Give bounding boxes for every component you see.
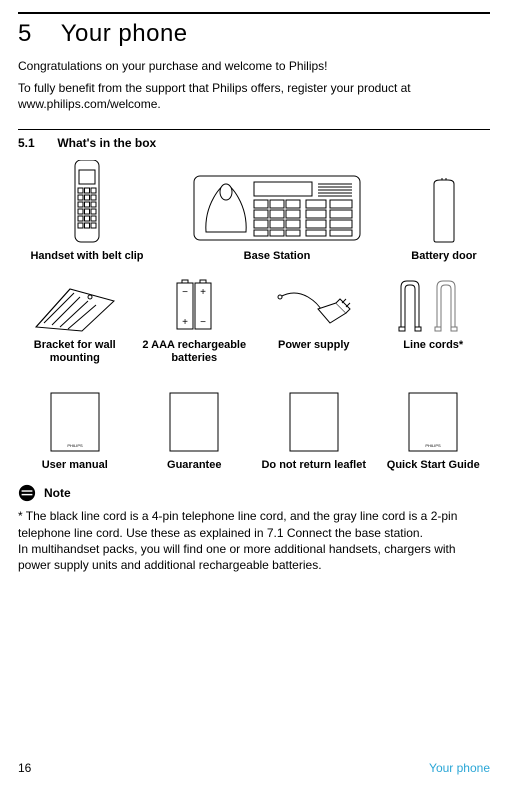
illus-leaflet [257,391,371,453]
illus-user-manual: PHILIPS [18,391,132,453]
chapter-heading: 5 Your phone [18,20,490,48]
illus-line-cords [377,277,491,333]
section-rule [18,129,490,130]
row-1-captions: Handset with belt clip Base Station Batt… [18,250,490,263]
svg-text:PHILIPS: PHILIPS [426,443,442,448]
note-icon [18,484,36,502]
row-2-illustrations: − + + − [18,277,490,333]
svg-text:+: + [182,317,188,328]
footer-label: Your phone [429,761,490,775]
illus-battery-door [398,178,490,244]
note-label: Note [44,486,71,500]
row-3-illustrations: PHILIPS PHILIPS [18,391,490,453]
illus-qsg: PHILIPS [377,391,491,453]
intro-line-1: Congratulations on your purchase and wel… [18,58,490,74]
chapter-title: Your phone [61,20,188,47]
row-2-captions: Bracket for wall mounting 2 AAA recharge… [18,339,490,365]
caption-manual: User manual [18,459,132,472]
caption-power: Power supply [257,339,371,352]
caption-leaflet: Do not return leaflet [257,459,371,472]
illus-batteries: − + + − [138,277,252,333]
illus-base-station [162,174,392,244]
illus-power-supply [257,283,371,333]
svg-text:+: + [200,287,206,298]
caption-handset: Handset with belt clip [18,250,156,263]
caption-battery-door: Battery door [398,250,490,263]
illus-guarantee [138,391,252,453]
chapter-number: 5 [18,20,54,48]
row-3-captions: User manual Guarantee Do not return leaf… [18,459,490,472]
section-number: 5.1 [18,136,54,150]
intro-line-2: To fully benefit from the support that P… [18,80,490,112]
section-title: What's in the box [57,136,156,150]
footer: 16 Your phone [18,761,490,775]
row-1-illustrations [18,160,490,244]
caption-guarantee: Guarantee [138,459,252,472]
svg-text:−: − [182,287,188,298]
top-rule [18,12,490,14]
caption-base: Base Station [162,250,392,263]
illus-handset [18,160,156,244]
svg-text:PHILIPS: PHILIPS [67,443,83,448]
illus-bracket [18,277,132,333]
page-number: 16 [18,761,31,775]
svg-text:−: − [200,317,206,328]
note-row: Note [18,484,490,502]
caption-qsg: Quick Start Guide [377,459,491,472]
caption-batteries: 2 AAA rechargeable batteries [138,339,252,365]
caption-bracket: Bracket for wall mounting [18,339,132,365]
section-heading: 5.1 What's in the box [18,136,490,150]
caption-cords: Line cords* [377,339,491,352]
note-body: * The black line cord is a 4-pin telepho… [18,508,490,573]
